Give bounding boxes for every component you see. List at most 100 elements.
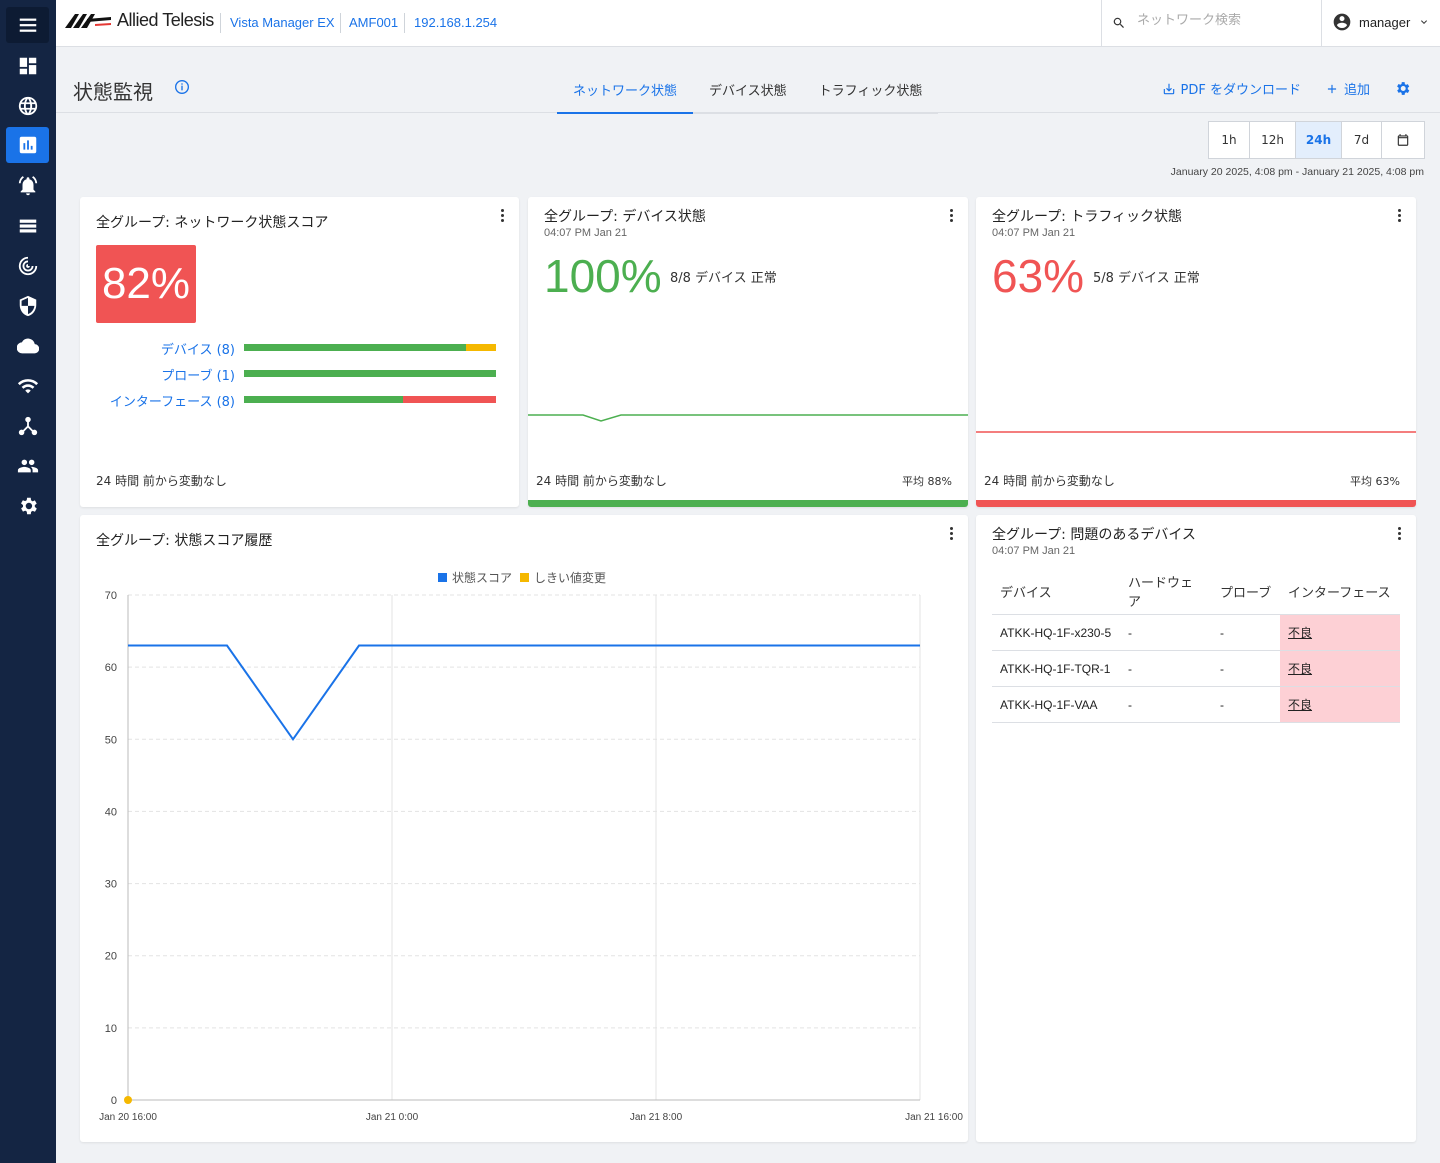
interface-status-link[interactable]: 不良 bbox=[1288, 626, 1313, 640]
divider bbox=[220, 13, 221, 33]
download-icon bbox=[1163, 83, 1174, 94]
bar-segment-green bbox=[244, 344, 466, 351]
col-interface[interactable]: インターフェース bbox=[1288, 585, 1391, 601]
bar-label-probes[interactable]: プローブ (1) bbox=[161, 369, 235, 384]
card-title: 全グループ: ネットワーク状態スコア bbox=[96, 215, 329, 231]
bar-segment-yellow bbox=[465, 344, 496, 351]
plus-icon bbox=[1327, 84, 1337, 93]
series-line-score bbox=[128, 644, 920, 742]
more-menu-icon[interactable] bbox=[1398, 209, 1402, 223]
alarm-icon[interactable] bbox=[6, 168, 49, 204]
divider bbox=[404, 13, 405, 33]
change-note: 24 時間 前から変動なし bbox=[536, 474, 667, 488]
col-device[interactable]: デバイス bbox=[1000, 585, 1052, 601]
topbar: Allied Telesis Vista Manager EX AMF001 1… bbox=[56, 0, 1440, 47]
card-time: 04:07 PM Jan 21 bbox=[992, 545, 1076, 557]
add-button[interactable]: 追加 bbox=[1325, 79, 1370, 98]
crumb-ip[interactable]: 192.168.1.254 bbox=[414, 15, 498, 30]
more-menu-icon[interactable] bbox=[950, 527, 954, 541]
table-header-row: デバイス ハードウェア プローブ インターフェース bbox=[992, 568, 1400, 615]
x-tick-label: Jan 21 8:00 bbox=[630, 1112, 683, 1123]
menu-icon[interactable] bbox=[6, 7, 49, 43]
problem-devices-card: 全グループ: 問題のあるデバイス 04:07 PM Jan 21 デバイス ハー… bbox=[976, 515, 1416, 1142]
tab-traffic-status[interactable]: トラフィック状態 bbox=[818, 84, 923, 99]
search-box bbox=[1101, 0, 1322, 47]
tab-device-status[interactable]: デバイス状態 bbox=[709, 84, 787, 99]
y-tick-label: 20 bbox=[105, 951, 117, 963]
settings-icon[interactable] bbox=[6, 488, 49, 524]
device-name: ATKK-HQ-1F-TQR-1 bbox=[992, 650, 1120, 687]
info-icon[interactable] bbox=[174, 79, 190, 95]
more-menu-icon[interactable] bbox=[950, 209, 954, 223]
device-status-card: 全グループ: デバイス状態 04:07 PM Jan 21 100% 8/8 デ… bbox=[528, 197, 968, 507]
tab-bar: ネットワーク状態 デバイス状態 トラフィック状態 bbox=[557, 72, 939, 114]
shield-icon[interactable] bbox=[6, 288, 49, 324]
range-7d[interactable]: 7d bbox=[1342, 122, 1382, 158]
interface-status: 不良 bbox=[1280, 614, 1400, 651]
col-probe[interactable]: プローブ bbox=[1220, 585, 1272, 601]
traffic-status-note: 5/8 デバイス 正常 bbox=[1093, 271, 1200, 286]
radar-icon[interactable] bbox=[6, 248, 49, 284]
score-history-chart: 0 10 20 30 40 50 60 70 Jan 20 16:00 Jan 21 0:00 Ja… bbox=[99, 590, 963, 1123]
brand-logo[interactable]: Allied Telesis bbox=[65, 10, 214, 31]
network-score-card: 全グループ: ネットワーク状態スコア 82% デバイス (8) プローブ (1)… bbox=[80, 197, 519, 507]
more-menu-icon[interactable] bbox=[1398, 527, 1402, 541]
users-icon[interactable] bbox=[6, 448, 49, 484]
legend-item-score[interactable]: 状態スコア bbox=[438, 569, 512, 586]
network-icon[interactable] bbox=[6, 408, 49, 444]
table-row[interactable]: ATKK-HQ-1F-TQR-1 - - 不良 bbox=[992, 650, 1400, 687]
user-menu[interactable]: manager bbox=[1332, 12, 1430, 32]
pdf-download-label: PDF をダウンロード bbox=[1180, 83, 1301, 98]
average-value: 平均 63% bbox=[1350, 475, 1400, 488]
pdf-download-button[interactable]: PDF をダウンロード bbox=[1162, 79, 1301, 98]
traffic-status-card: 全グループ: トラフィック状態 04:07 PM Jan 21 63% 5/8 … bbox=[976, 197, 1416, 507]
score-history-card: 全グループ: 状態スコア履歴 状態スコア しきい値変更 0 10 20 30 40 50 6… bbox=[80, 515, 968, 1142]
bar-interfaces bbox=[244, 396, 496, 403]
bar-segment-green bbox=[244, 396, 403, 403]
calendar-button[interactable] bbox=[1382, 122, 1424, 158]
range-12h[interactable]: 12h bbox=[1250, 122, 1296, 158]
interface-status: 不良 bbox=[1280, 650, 1400, 687]
list-icon[interactable] bbox=[6, 208, 49, 244]
chart-icon[interactable] bbox=[6, 127, 49, 163]
search-input[interactable] bbox=[1137, 13, 1307, 28]
cloud-icon[interactable] bbox=[6, 328, 49, 364]
settings-button[interactable] bbox=[1394, 80, 1416, 97]
problem-devices-table: デバイス ハードウェア プローブ インターフェース ATKK-HQ-1F-x23… bbox=[992, 568, 1400, 723]
wifi-icon[interactable] bbox=[6, 368, 49, 404]
probe-status: - bbox=[1212, 686, 1280, 723]
sidebar bbox=[0, 0, 56, 1163]
probe-status: - bbox=[1212, 614, 1280, 651]
table-row[interactable]: ATKK-HQ-1F-VAA - - 不良 bbox=[992, 686, 1400, 723]
globe-icon[interactable] bbox=[6, 88, 49, 124]
col-hardware[interactable]: ハードウェア bbox=[1128, 576, 1194, 610]
y-tick-label: 50 bbox=[105, 734, 117, 746]
add-label: 追加 bbox=[1343, 83, 1370, 98]
dashboard-icon[interactable] bbox=[6, 48, 49, 84]
traffic-sparkline bbox=[976, 431, 1416, 433]
average-value: 平均 88% bbox=[902, 475, 952, 488]
range-24h[interactable]: 24h bbox=[1296, 122, 1342, 158]
bar-label-devices[interactable]: デバイス (8) bbox=[160, 343, 235, 358]
interface-status-link[interactable]: 不良 bbox=[1288, 662, 1313, 676]
tab-network-status[interactable]: ネットワーク状態 bbox=[557, 72, 694, 114]
crumb-product[interactable]: Vista Manager EX bbox=[230, 15, 335, 30]
search-icon bbox=[1113, 17, 1124, 28]
crumb-area[interactable]: AMF001 bbox=[349, 15, 399, 30]
y-tick-label: 0 bbox=[111, 1095, 117, 1107]
hardware-status: - bbox=[1120, 614, 1212, 651]
table-row[interactable]: ATKK-HQ-1F-x230-5 - - 不良 bbox=[992, 614, 1400, 651]
brand-name: Allied Telesis bbox=[117, 10, 214, 30]
more-menu-icon[interactable] bbox=[501, 209, 505, 223]
bar-label-interfaces[interactable]: インターフェース (8) bbox=[109, 395, 235, 410]
y-tick-label: 30 bbox=[105, 879, 117, 891]
interface-status-link[interactable]: 不良 bbox=[1288, 698, 1313, 712]
y-tick-label: 70 bbox=[105, 590, 117, 602]
card-time: 04:07 PM Jan 21 bbox=[992, 227, 1076, 239]
legend-item-threshold[interactable]: しきい値変更 bbox=[520, 569, 606, 586]
status-bar bbox=[976, 500, 1416, 507]
bar-devices bbox=[244, 344, 496, 351]
range-1h[interactable]: 1h bbox=[1209, 122, 1250, 158]
device-name: ATKK-HQ-1F-x230-5 bbox=[992, 614, 1120, 651]
network-score-value: 82% bbox=[96, 245, 196, 323]
